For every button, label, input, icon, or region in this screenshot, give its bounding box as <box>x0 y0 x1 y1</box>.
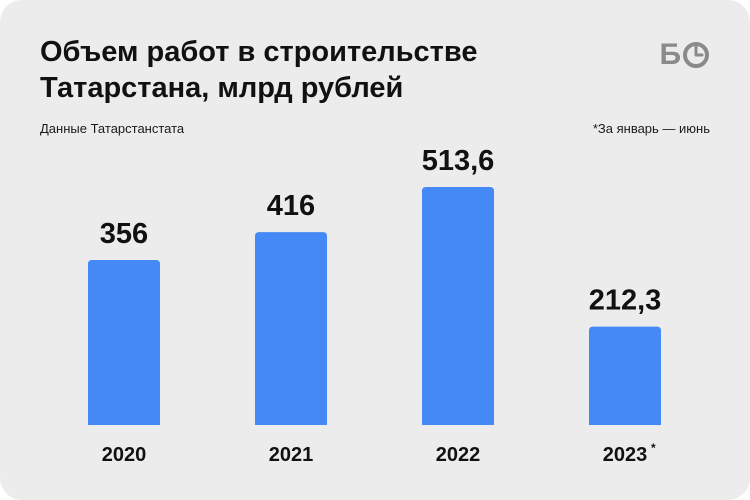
bar-2020 <box>88 259 160 425</box>
publisher-logo: Б <box>659 38 710 71</box>
bar-value-label: 416 <box>267 190 315 222</box>
bar-2022 <box>422 186 494 425</box>
logo-letter: Б <box>659 38 681 71</box>
bar-2021 <box>255 232 327 425</box>
period-footnote: *За январь — июнь <box>592 121 710 136</box>
category-label: 2022 <box>436 444 481 466</box>
chart-title-line-1: Объем работ в строительстве <box>40 36 478 68</box>
chart-title: Объем работ в строительстве Татарстана, … <box>40 34 600 106</box>
chart-title-line-2: Татарстана, млрд рублей <box>40 72 404 104</box>
data-source-note: Данные Татарстанстата <box>40 121 185 136</box>
category-label: 2020 <box>102 444 147 466</box>
bar-value-label: 513,6 <box>422 145 495 177</box>
clock-o-icon <box>683 42 709 68</box>
category-label: 2023 <box>603 444 648 466</box>
category-footnote-mark: * <box>651 441 656 455</box>
category-label: 2021 <box>269 444 314 466</box>
bar-value-label: 356 <box>100 218 148 250</box>
bar-2023 <box>589 326 661 425</box>
bar-value-label: 212,3 <box>589 285 662 317</box>
